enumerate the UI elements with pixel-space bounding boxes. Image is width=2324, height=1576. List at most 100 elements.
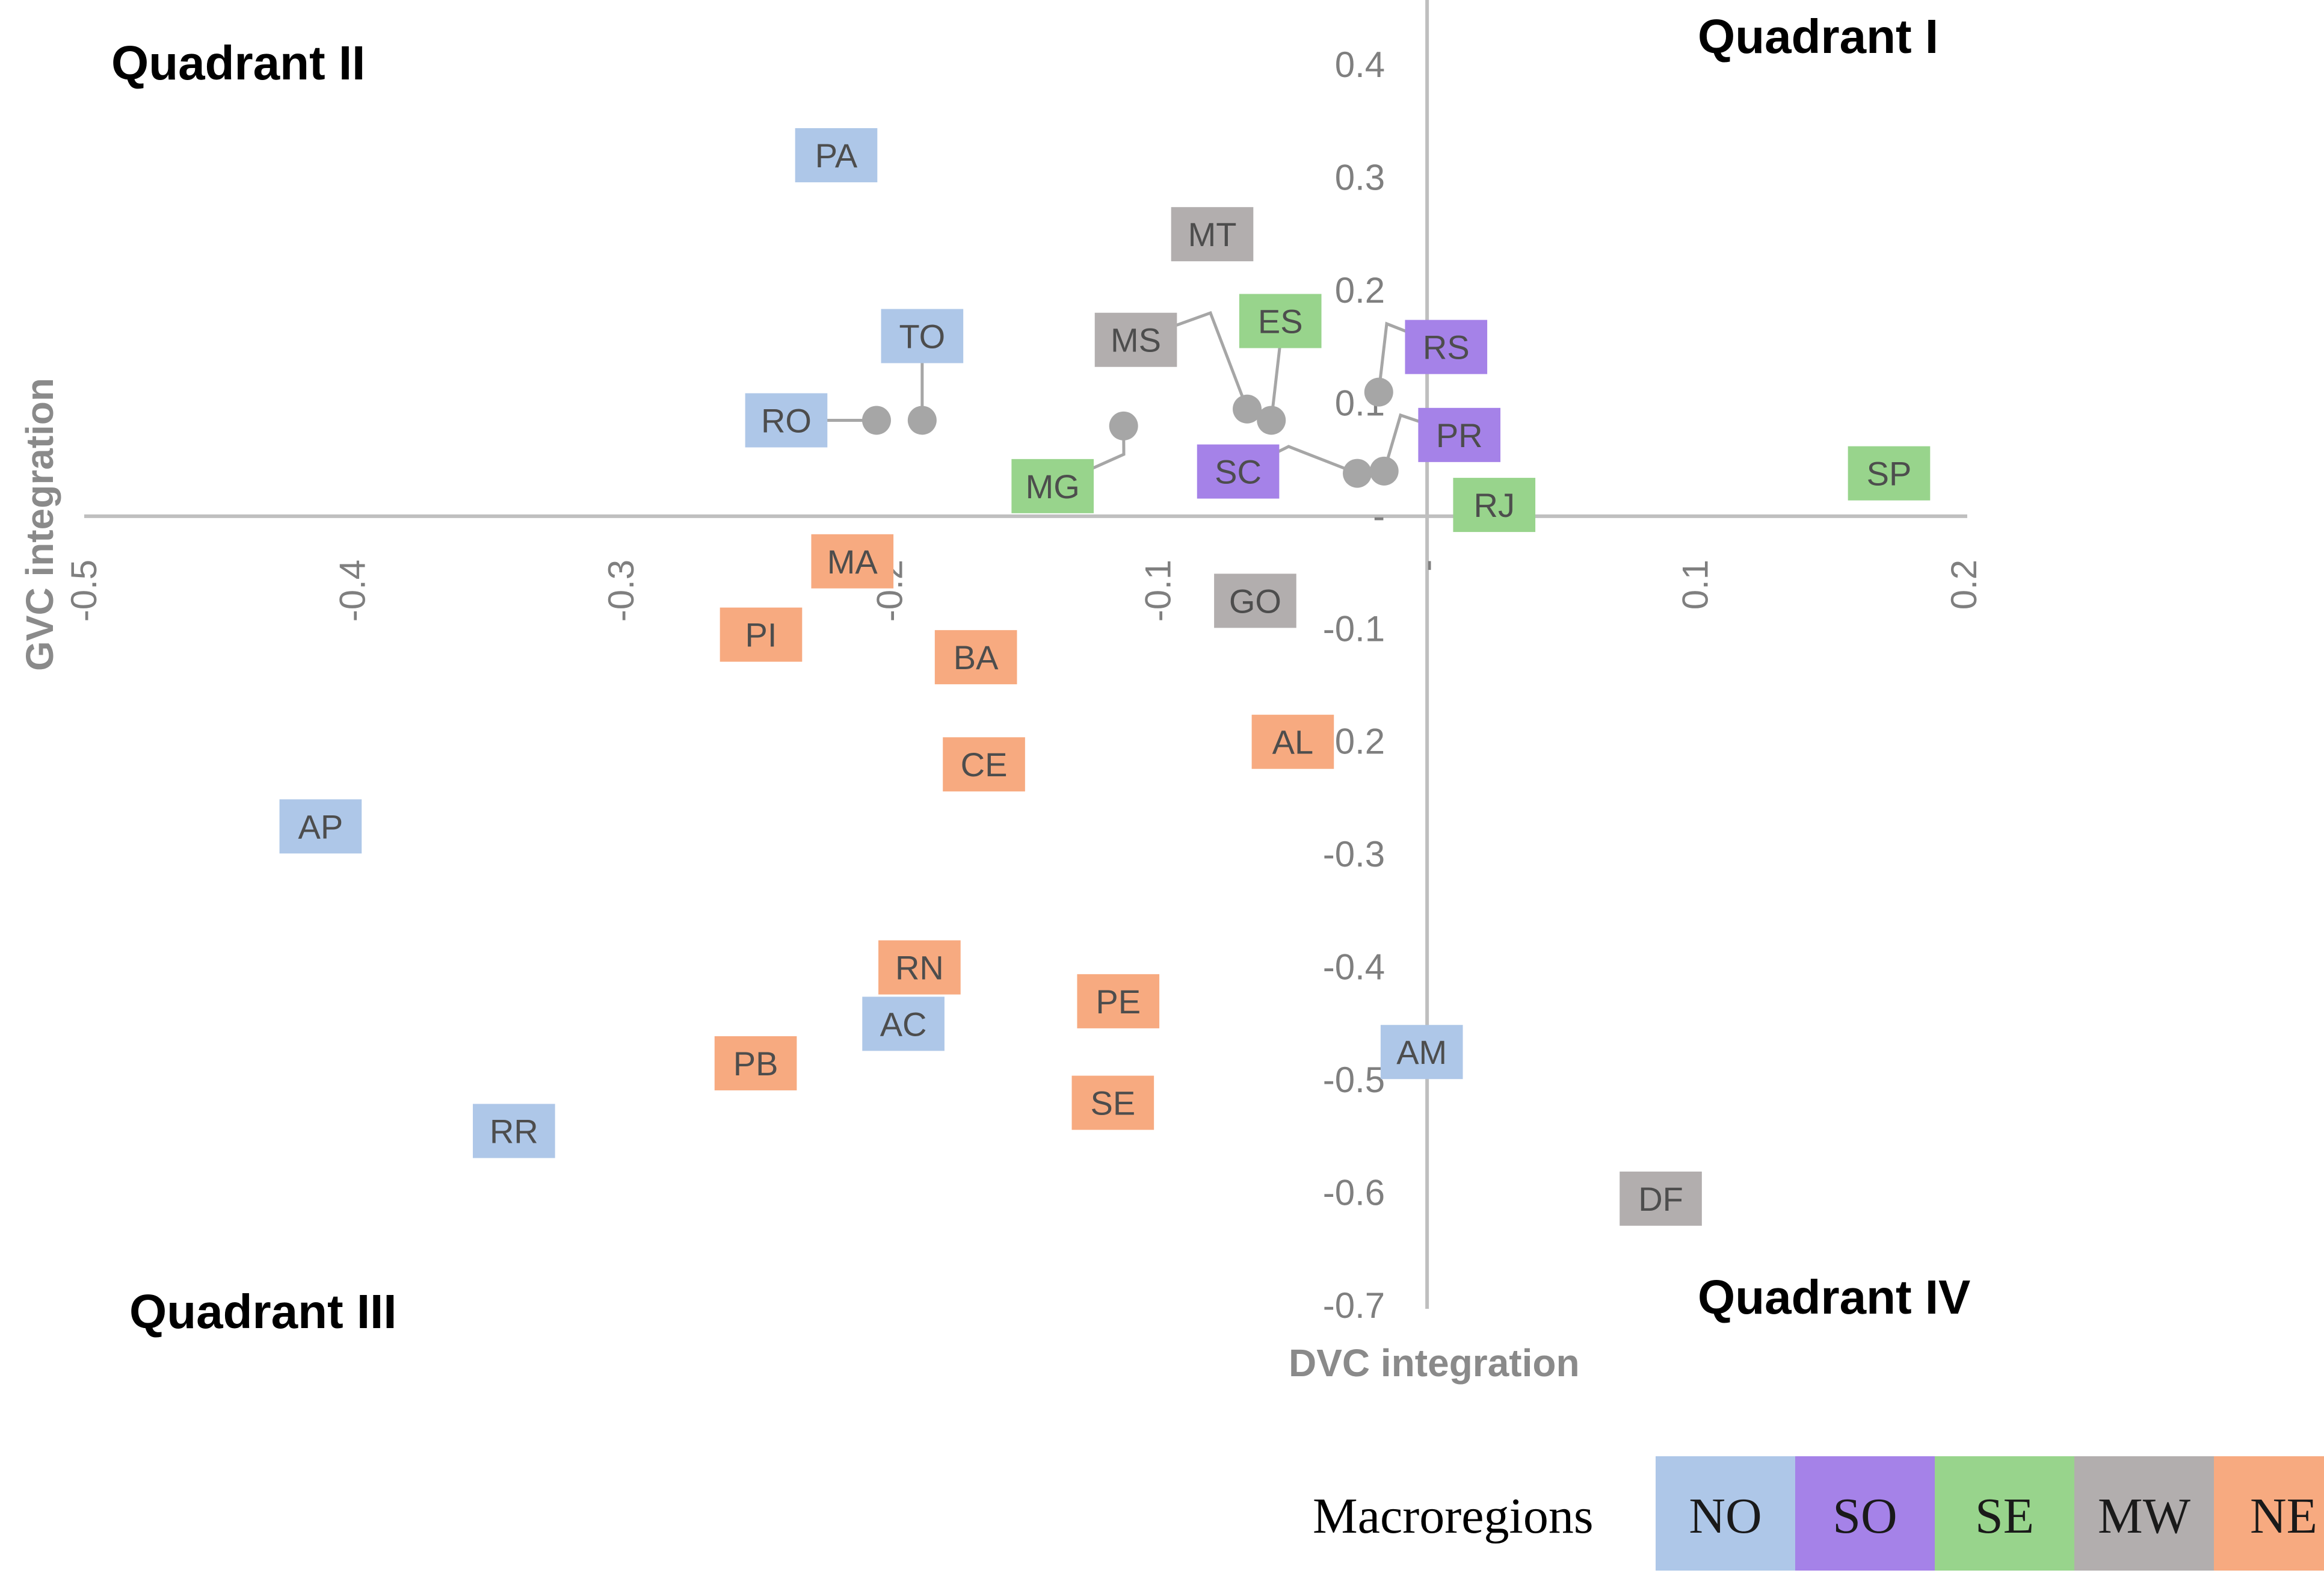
point-label-ms: MS — [1111, 321, 1161, 359]
point-label-ma: MA — [827, 543, 878, 581]
point-es: ES — [1239, 294, 1322, 435]
x-tick-label: - — [1407, 560, 1447, 572]
y-tick-label: 0.3 — [1335, 157, 1385, 197]
point-label-ap: AP — [298, 808, 344, 845]
legend-label-ne: NE — [2250, 1488, 2317, 1544]
point-label-se: SE — [1090, 1084, 1135, 1122]
point-label-ro: RO — [761, 401, 812, 439]
point-label-sp: SP — [1867, 455, 1912, 493]
point-pb: PB — [714, 1036, 797, 1090]
y-tick-label: -0.6 — [1323, 1173, 1385, 1213]
point-label-df: DF — [1638, 1180, 1683, 1218]
point-rs: RS — [1364, 320, 1488, 407]
x-tick-label: 0.1 — [1675, 560, 1716, 610]
x-tick-label: 0.2 — [1944, 560, 1984, 610]
point-marker-pr — [1369, 456, 1399, 486]
point-box-pe — [1077, 974, 1160, 1028]
point-label-rj: RJ — [1474, 486, 1515, 524]
point-box-al — [1251, 714, 1334, 769]
point-ce: CE — [943, 737, 1025, 792]
point-marker-ro — [861, 406, 891, 435]
point-box-pb — [714, 1036, 797, 1090]
point-box-ap — [279, 799, 362, 854]
legend: Macroregions NO SO SE MW NE — [1313, 1456, 2324, 1571]
point-box-df — [1620, 1171, 1702, 1226]
point-label-rn: RN — [895, 949, 944, 987]
point-go: GO — [1214, 573, 1296, 628]
point-label-rs: RS — [1423, 329, 1470, 366]
point-marker-es — [1257, 406, 1286, 435]
point-label-ba: BA — [954, 638, 999, 676]
legend-label-mw: MW — [2098, 1488, 2191, 1544]
point-label-al: AL — [1272, 723, 1314, 761]
point-ma: MA — [811, 534, 894, 589]
legend-swatch-ne — [2214, 1456, 2324, 1571]
point-box-ro — [745, 393, 828, 448]
x-tick-label: -0.5 — [64, 560, 104, 622]
y-tick-label: - — [1373, 496, 1385, 536]
point-box-pa — [795, 128, 878, 182]
point-box-rj — [1453, 478, 1536, 533]
point-ms: MS — [1094, 312, 1262, 424]
point-box-sp — [1848, 446, 1931, 501]
point-pi: PI — [720, 607, 803, 662]
point-box-mg — [1011, 459, 1094, 513]
point-label-sc: SC — [1215, 453, 1262, 491]
point-marker-sc — [1343, 459, 1372, 488]
point-box-rr — [472, 1104, 555, 1158]
point-box-rs — [1405, 320, 1488, 374]
data-points: PA MT ES MS RS TO RO MG PR SC RJ SP MA GO PI BA AL CE AP RN… — [279, 128, 1931, 1226]
point-ro: RO — [745, 393, 891, 448]
point-marker-rs — [1364, 377, 1393, 407]
point-box-am — [1380, 1025, 1463, 1080]
point-label-go: GO — [1229, 582, 1281, 620]
axes: -0.5 -0.4 -0.3 -0.2 -0.1-0.1 0.20.40.30.20.1-… — [64, 0, 1984, 1326]
point-ba: BA — [934, 630, 1017, 685]
point-box-go — [1214, 573, 1296, 628]
point-marker-mg — [1109, 411, 1138, 440]
point-box-se — [1071, 1075, 1154, 1130]
y-tick-label: -0.3 — [1323, 834, 1385, 874]
point-label-pb: PB — [733, 1045, 778, 1083]
y-tick-label: -0.5 — [1323, 1060, 1385, 1100]
point-label-mg: MG — [1026, 468, 1080, 505]
point-box-ba — [934, 630, 1017, 685]
point-rn: RN — [878, 940, 961, 995]
point-pa: PA — [795, 128, 878, 182]
point-box-ac — [862, 997, 945, 1051]
x-tick-label: -0.1 — [1138, 560, 1179, 622]
point-label-es: ES — [1258, 302, 1303, 340]
quadrant-iii-label: Quadrant III — [129, 1285, 397, 1338]
point-label-pe: PE — [1096, 983, 1141, 1021]
point-rr: RR — [472, 1104, 555, 1158]
point-pe: PE — [1077, 974, 1160, 1028]
y-tick-label: -0.7 — [1323, 1285, 1385, 1326]
point-ac: AC — [862, 997, 945, 1051]
point-label-am: AM — [1396, 1033, 1447, 1071]
point-box-ce — [943, 737, 1025, 792]
point-rj: RJ — [1453, 478, 1536, 533]
point-label-mt: MT — [1188, 215, 1237, 253]
point-marker-to — [907, 406, 937, 435]
legend-swatch-se — [1935, 1456, 2074, 1571]
point-box-ma — [811, 534, 894, 589]
point-mg: MG — [1011, 411, 1138, 513]
point-pr: PR — [1369, 407, 1501, 486]
y-axis-title: GVC integration — [18, 378, 61, 671]
quadrant-iv-label: Quadrant IV — [1698, 1270, 1970, 1324]
point-label-pi: PI — [745, 616, 777, 654]
x-axis-title: DVC integration — [1289, 1341, 1580, 1385]
legend-label-se: SE — [1975, 1488, 2034, 1544]
point-se: SE — [1071, 1075, 1154, 1130]
point-mt: MT — [1171, 207, 1254, 262]
point-sc: SC — [1197, 444, 1372, 499]
point-to: TO — [881, 309, 964, 435]
point-box-pr — [1418, 407, 1501, 462]
point-am: AM — [1380, 1025, 1463, 1080]
point-box-ms — [1094, 312, 1177, 367]
legend-label-no: NO — [1689, 1488, 1761, 1544]
y-tick-label: -0.1 — [1323, 608, 1385, 649]
point-box-es — [1239, 294, 1322, 348]
legend-title: Macroregions — [1313, 1488, 1594, 1544]
